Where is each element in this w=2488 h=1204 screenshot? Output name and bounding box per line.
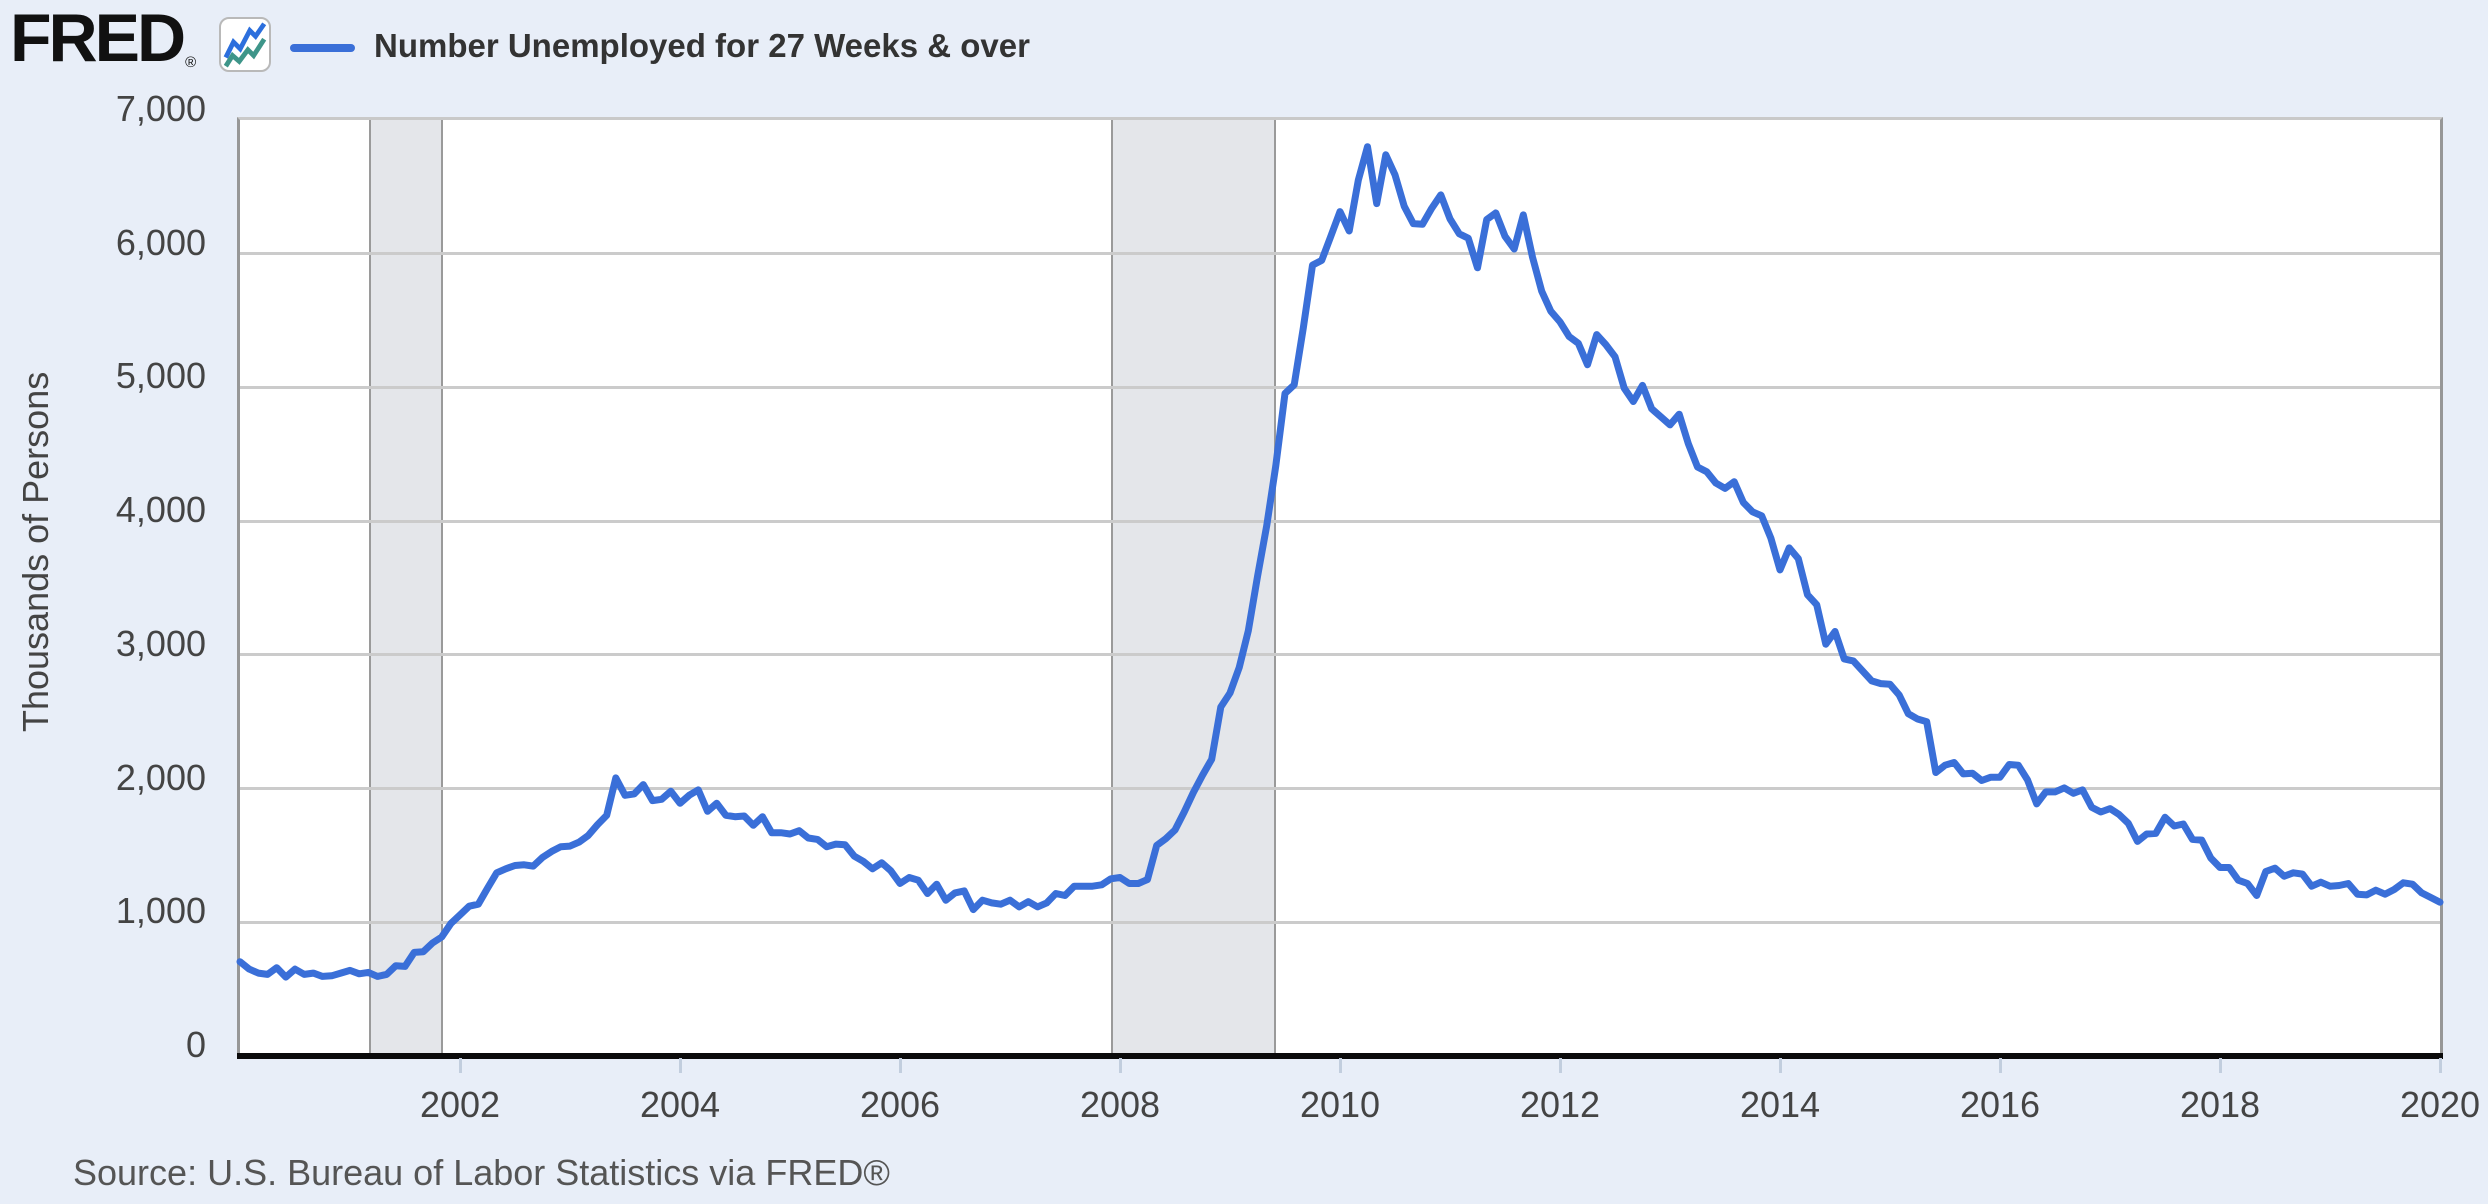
x-tick-mark xyxy=(2439,1058,2442,1073)
y-tick-label: 1,000 xyxy=(115,890,206,931)
x-tick-label: 2020 xyxy=(2399,1084,2481,1125)
gridline xyxy=(240,653,2440,657)
y-tick-label: 4,000 xyxy=(115,489,206,530)
x-tick-label: 2012 xyxy=(1519,1084,1601,1125)
recession-band xyxy=(1111,120,1277,1056)
x-tick-label: 2006 xyxy=(859,1084,941,1125)
series-line-chart xyxy=(236,143,2444,981)
x-tick-label: 2014 xyxy=(1739,1084,1821,1125)
x-tick-mark xyxy=(2219,1058,2222,1073)
x-tick-mark xyxy=(1339,1058,1342,1073)
legend-line-swatch xyxy=(290,44,355,52)
fred-logo[interactable]: FRED ® xyxy=(10,4,197,72)
x-axis-baseline xyxy=(237,1053,2443,1059)
y-tick-label: 2,000 xyxy=(115,757,206,798)
y-tick-label: 5,000 xyxy=(115,355,206,396)
x-tick-mark xyxy=(899,1058,902,1073)
y-tick-label: 7,000 xyxy=(115,88,206,129)
plot-area xyxy=(236,117,2444,1056)
y-tick-label: 3,000 xyxy=(115,623,206,664)
registered-trademark-symbol: ® xyxy=(185,54,197,71)
gridline xyxy=(240,252,2440,256)
x-tick-mark xyxy=(1559,1058,1562,1073)
recession-band xyxy=(368,120,444,1056)
x-tick-label: 2018 xyxy=(2179,1084,2261,1125)
x-tick-label: 2004 xyxy=(639,1084,721,1125)
y-tick-label: 6,000 xyxy=(115,222,206,263)
gridline xyxy=(240,920,2440,924)
gridline xyxy=(240,787,2440,791)
gridline xyxy=(240,519,2440,523)
fred-logo-text: FRED xyxy=(10,0,186,76)
x-tick-label: 2002 xyxy=(419,1084,501,1125)
x-tick-label: 2010 xyxy=(1299,1084,1381,1125)
x-tick-mark xyxy=(1779,1058,1782,1073)
fred-sparkline-icon-graphic xyxy=(223,22,267,68)
x-tick-mark xyxy=(459,1058,462,1073)
x-tick-label: 2008 xyxy=(1079,1084,1161,1125)
x-tick-label: 2016 xyxy=(1959,1084,2041,1125)
series-line xyxy=(236,143,2444,981)
x-tick-mark xyxy=(679,1058,682,1073)
gridline xyxy=(240,385,2440,389)
x-tick-mark xyxy=(1999,1058,2002,1073)
y-tick-label: 0 xyxy=(185,1024,206,1065)
source-attribution: Source: U.S. Bureau of Labor Statistics … xyxy=(73,1152,890,1193)
legend-series-label: Number Unemployed for 27 Weeks & over xyxy=(374,27,1030,64)
x-tick-mark xyxy=(1119,1058,1122,1073)
fred-sparkline-icon xyxy=(219,17,271,72)
